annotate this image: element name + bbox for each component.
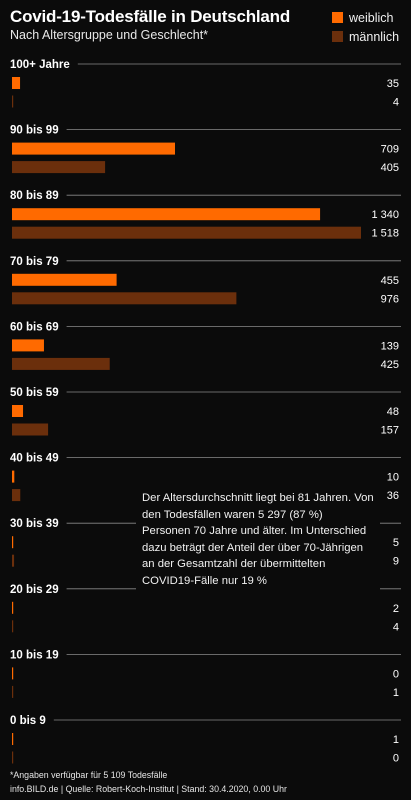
value-label-weiblich-group-7: 5: [393, 537, 399, 549]
bar-maennlich-group-3: [12, 292, 237, 305]
value-label-weiblich-group-1: 709: [381, 144, 399, 156]
bar-maennlich-group-2: [12, 226, 361, 239]
legend-swatch-maennlich: [332, 31, 343, 42]
category-label-group-8: 20 bis 29: [10, 584, 59, 596]
bar-maennlich-group-4: [12, 357, 110, 370]
category-label-group-2: 80 bis 89: [10, 190, 59, 202]
value-label-maennlich-group-0: 4: [393, 97, 399, 109]
bar-maennlich-group-6: [12, 489, 21, 502]
category-label-group-7: 30 bis 39: [10, 518, 59, 530]
value-label-weiblich-group-10: 1: [393, 734, 399, 746]
bar-maennlich-group-7: [12, 554, 15, 567]
category-label-group-0: 100+ Jahre: [10, 59, 70, 71]
bar-maennlich-group-1: [12, 161, 106, 174]
bar-weiblich-group-9: [12, 667, 14, 680]
value-label-weiblich-group-2: 1 340: [371, 209, 399, 221]
legend-label-weiblich: weiblich: [349, 10, 394, 25]
value-label-maennlich-group-3: 976: [381, 293, 399, 305]
value-label-weiblich-group-3: 455: [381, 275, 399, 287]
value-label-maennlich-group-5: 157: [381, 425, 399, 437]
value-label-weiblich-group-8: 2: [393, 603, 399, 615]
legend-swatch-weiblich: [332, 12, 343, 23]
value-label-weiblich-group-4: 139: [381, 340, 399, 352]
bar-weiblich-group-8: [12, 601, 14, 614]
category-label-group-3: 70 bis 79: [10, 256, 59, 268]
category-label-group-4: 60 bis 69: [10, 321, 59, 333]
value-label-maennlich-group-7: 9: [393, 556, 399, 568]
bar-maennlich-group-5: [12, 423, 49, 436]
bar-weiblich-group-3: [12, 273, 117, 286]
value-label-maennlich-group-2: 1 518: [371, 228, 399, 240]
bar-weiblich-group-1: [12, 142, 175, 155]
category-label-group-1: 90 bis 99: [10, 125, 59, 137]
value-label-maennlich-group-6: 36: [387, 490, 399, 502]
value-label-maennlich-group-1: 405: [381, 162, 399, 174]
bar-weiblich-group-0: [12, 77, 21, 89]
bar-weiblich-group-7: [12, 536, 14, 549]
category-label-group-10: 0 bis 9: [10, 715, 46, 727]
bar-weiblich-group-10: [12, 733, 14, 745]
value-label-weiblich-group-6: 10: [387, 472, 399, 484]
legend: weiblich männlich: [332, 8, 399, 46]
value-label-maennlich-group-4: 425: [381, 359, 399, 371]
category-label-group-5: 50 bis 59: [10, 387, 59, 399]
legend-label-maennlich: männlich: [349, 29, 400, 44]
chart-title: Covid-19-Todesfälle in Deutschland: [10, 7, 291, 26]
value-label-weiblich-group-9: 0: [393, 668, 399, 680]
value-label-weiblich-group-0: 35: [387, 78, 399, 90]
bar-maennlich-group-8: [12, 620, 14, 633]
footnote: *Angaben verfügbar für 5 109 Todesfälle: [10, 770, 168, 780]
chart-subtitle: Nach Altersgruppe und Geschlecht*: [10, 28, 209, 42]
annotation-note: Der Altersdurchschnitt liegt bei 81 Jahr…: [136, 488, 380, 593]
legend-item-maennlich: männlich: [332, 27, 399, 46]
value-label-maennlich-group-8: 4: [393, 621, 399, 633]
bar-maennlich-group-0: [12, 95, 14, 108]
category-label-group-6: 40 bis 49: [10, 453, 59, 465]
bar-maennlich-group-10: [12, 751, 14, 764]
bar-maennlich-group-9: [12, 685, 14, 698]
bar-weiblich-group-5: [12, 405, 24, 417]
bar-weiblich-group-6: [12, 470, 15, 483]
legend-item-weiblich: weiblich: [332, 8, 399, 27]
bar-weiblich-group-4: [12, 339, 44, 352]
value-label-maennlich-group-10: 0: [393, 753, 399, 765]
category-label-group-9: 10 bis 19: [10, 649, 59, 661]
value-label-weiblich-group-5: 48: [387, 406, 399, 418]
value-label-maennlich-group-9: 1: [393, 687, 399, 699]
source-line: info.BILD.de | Quelle: Robert-Koch-Insti…: [10, 784, 287, 794]
bar-weiblich-group-2: [12, 208, 321, 221]
